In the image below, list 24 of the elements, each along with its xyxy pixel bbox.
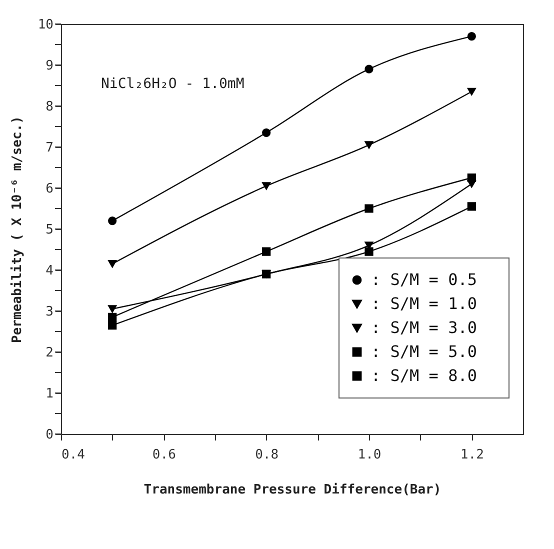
legend-label: : S/M = 5.0: [371, 342, 477, 361]
legend-label: : S/M = 0.5: [371, 270, 477, 289]
y-tick-label: 0: [46, 428, 54, 442]
annotation: NiCl₂6H₂O - 1.0mM: [101, 76, 244, 92]
legend-label: : S/M = 8.0: [371, 366, 477, 385]
x-tick-label: 0.6: [152, 448, 176, 462]
y-tick-label: 5: [46, 222, 54, 238]
x-tick-label: 1.0: [358, 448, 382, 462]
y-tick-label: 10: [38, 18, 54, 32]
y-tick-label: 4: [46, 264, 54, 278]
y-tick-label: 9: [46, 58, 54, 74]
y-tick-label: 6: [46, 182, 54, 196]
y-tick-label: 2: [46, 346, 54, 360]
x-axis-title: Transmembrane Pressure Difference(Bar): [144, 482, 442, 498]
y-tick-label: 8: [46, 100, 54, 114]
y-tick-label: 3: [46, 304, 54, 320]
y-tick-label: 1: [46, 386, 54, 402]
x-tick-label: 0.8: [255, 448, 279, 462]
x-tick-label: 1.2: [460, 448, 484, 462]
legend-label: : S/M = 3.0: [371, 318, 477, 337]
x-tick-label: 0.4: [62, 448, 86, 462]
legend-label: : S/M = 1.0: [371, 294, 477, 313]
y-tick-label: 7: [46, 140, 54, 156]
y-axis-title: Permeability ( X 10⁻⁶ m/sec.): [10, 116, 25, 343]
